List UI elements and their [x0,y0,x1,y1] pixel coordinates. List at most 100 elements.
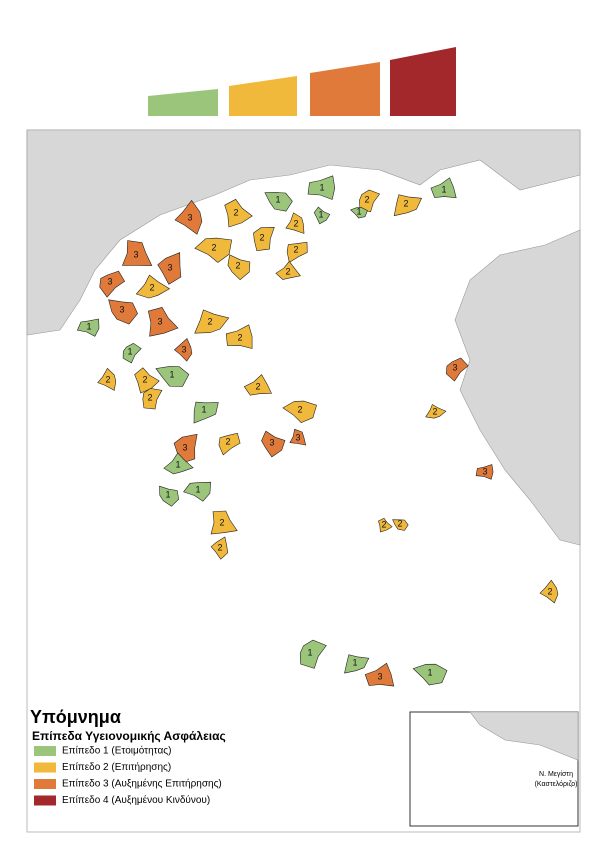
region-level: 1 [169,369,174,379]
region [425,404,447,419]
region [475,464,494,480]
region [99,270,125,298]
region-level: 3 [133,249,138,259]
region [121,240,153,266]
region-level: 2 [255,381,260,391]
region-level: 2 [293,218,298,228]
region-level: 2 [364,194,369,204]
region [224,198,253,228]
region [289,428,307,446]
region-level: 1 [127,346,132,356]
region [147,307,179,337]
region-level: 2 [235,260,240,270]
region [227,254,251,281]
legend-swatch [34,795,56,806]
region-level: 1 [165,489,170,499]
level-bar [390,47,456,116]
region-level: 1 [195,484,200,494]
region [364,662,395,687]
region-level: 2 [237,332,242,342]
legend-swatch [34,746,56,756]
region-level: 2 [233,207,238,217]
region [134,367,160,394]
region-level: 2 [147,392,152,402]
region [299,639,327,669]
region-level: 1 [275,194,280,204]
legend-label: Επίπεδο 4 (Αυξημένου Κινδύνου) [62,794,210,806]
region [157,252,182,285]
region-level: 2 [432,406,437,416]
region-level: 2 [547,586,552,596]
region-level: 1 [356,206,361,216]
region-level: 2 [105,374,110,384]
region-level: 3 [157,316,162,326]
region [261,430,286,458]
region [97,367,117,391]
region-level: 1 [175,459,180,469]
region-level: 1 [319,182,324,192]
region-level: 3 [167,262,172,272]
legend-label: Επίπεδο 2 (Επιτήρησης) [62,761,171,773]
region [392,519,409,531]
region [430,177,457,199]
region [313,206,331,225]
region [445,357,469,382]
region-level: 3 [482,466,487,476]
region [285,212,305,234]
region-level: 3 [182,442,187,452]
region [393,194,423,217]
region-level: 1 [201,404,206,414]
region [275,260,301,280]
region-level: 3 [181,344,186,354]
region [76,318,100,337]
region [142,388,163,410]
region [135,274,171,299]
region-level: 2 [293,244,298,254]
region-level: 3 [452,362,457,372]
inset-sublabel: (Καστελόριζο) [535,780,578,788]
region-level: 1 [352,657,357,667]
region [193,401,219,424]
region [108,299,138,325]
region [286,241,308,263]
neighbour-land [454,229,581,546]
inset-label: Ν. Μεγίστη [539,770,573,778]
region-level: 2 [142,374,147,384]
region [282,400,317,423]
region-level: 3 [187,212,192,222]
region [174,199,203,235]
region [218,432,241,456]
legend-swatch [34,779,56,789]
region [307,175,336,200]
region [378,517,393,533]
region-level: 2 [225,436,230,446]
region-level: 3 [377,671,382,681]
region [253,226,275,252]
region [210,536,229,560]
region-level: 2 [381,519,386,529]
region [155,366,190,387]
legend-label: Επίπεδο 3 (Αυξημένης Επιτήρησης) [62,778,222,790]
level-bar [148,89,218,116]
region [194,309,230,334]
region-level: 2 [397,518,402,528]
region-level: 1 [318,209,323,219]
region-level: 2 [259,232,264,242]
region [163,452,194,475]
region [210,510,238,535]
region [359,189,381,213]
legend: Επίπεδο 1 (Ετοιμότητας) Επίπεδο 2 (Επιτήρ… [34,745,222,806]
region [122,342,142,364]
region [243,374,272,396]
legend-title: Υπόμνημα [30,707,121,727]
region-level: 2 [297,404,302,414]
region-level: 2 [403,198,408,208]
region-level: 3 [295,432,300,442]
region-level: 2 [207,316,212,326]
region [350,207,368,219]
region-level: 3 [107,276,112,286]
inset-land [469,711,579,761]
